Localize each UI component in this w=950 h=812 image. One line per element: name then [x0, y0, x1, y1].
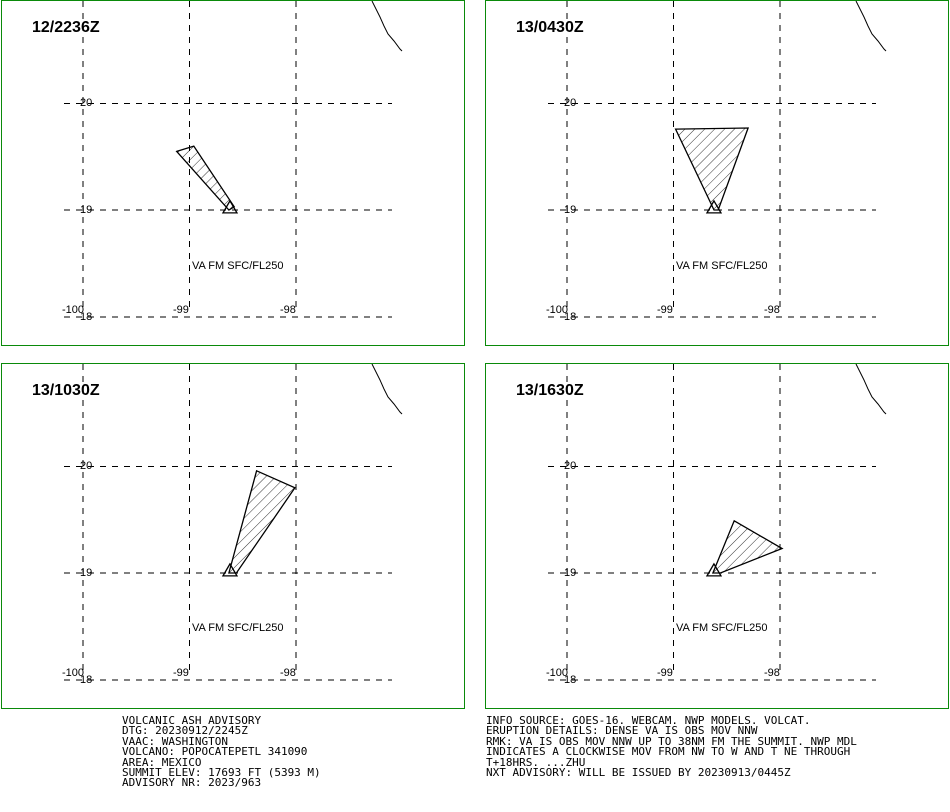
- volcano-marker: [705, 562, 723, 577]
- advisory-info-source: INFO SOURCE: GOES-16. WEBCAM. NWP MODELS…: [486, 714, 811, 727]
- lon-label-98: -98: [280, 304, 296, 316]
- ash-cloud-polygon: [711, 519, 784, 574]
- flight-level-label-3: VA FM SFC/FL250: [192, 622, 284, 634]
- lat-label-20: 20: [564, 97, 577, 109]
- lat-label-19: 19: [564, 567, 577, 579]
- advisory-summit-elev: SUMMIT ELEV: 17693 FT (5393 M): [122, 766, 321, 780]
- lon-label-100: -100: [62, 667, 85, 679]
- lon-label-98: -98: [764, 667, 780, 679]
- lat-label-20: 20: [80, 460, 93, 472]
- ash-cloud-polygon: [175, 145, 236, 211]
- lon-label-100: -100: [62, 304, 85, 316]
- map-graphic-3: [64, 364, 403, 681]
- lat-label-19: 19: [564, 204, 577, 216]
- lon-label-100: -100: [546, 667, 569, 679]
- advisory-vaac: VAAC: WASHINGTON: [122, 734, 228, 748]
- flight-level-label-1: VA FM SFC/FL250: [192, 260, 284, 272]
- lat-label-18: 18: [564, 311, 577, 323]
- flight-level-label-4: VA FM SFC/FL250: [676, 622, 768, 634]
- lat-label-20: 20: [80, 97, 93, 109]
- ash-cloud-polygon: [674, 127, 750, 211]
- volcano-marker: [705, 199, 723, 214]
- map-panel-3: 13/1030Z 20 19 18 -100 -99 -98 VA FM SFC…: [1, 363, 465, 709]
- lon-label-99: -99: [173, 304, 189, 316]
- lon-label-99: -99: [657, 304, 673, 316]
- advisory-eruption-details: ERUPTION DETAILS: DENSE VA IS OBS MOV NN…: [486, 724, 758, 738]
- advisory-remark-1: RMK: VA IS OBS MOV NNW UP TO 38NM FM THE…: [486, 734, 857, 748]
- advisory-volcano: VOLCANO: POPOCATEPETL 341090: [122, 745, 308, 759]
- advisory-title: VOLCANIC ASH ADVISORY: [122, 714, 262, 727]
- advisory-dtg: DTG: 20230912/2245Z: [122, 724, 248, 738]
- advisory-next: NXT ADVISORY: WILL BE ISSUED BY 20230913…: [486, 766, 791, 780]
- coastline: [855, 1, 887, 52]
- lon-label-100: -100: [546, 304, 569, 316]
- panel-time-1: 12/2236Z: [32, 19, 100, 36]
- panel-time-4: 13/1630Z: [516, 382, 584, 399]
- map-panel-4: 13/1630Z 20 19 18 -100 -99 -98 VA FM SFC…: [485, 363, 949, 709]
- lat-label-19: 19: [80, 204, 93, 216]
- advisory-right-block: INFO SOURCE: GOES-16. WEBCAM. NWP MODELS…: [486, 714, 857, 780]
- map-graphic-4: [548, 364, 887, 681]
- lat-label-18: 18: [564, 674, 577, 686]
- panel-time-2: 13/0430Z: [516, 19, 584, 36]
- coastline: [371, 364, 403, 415]
- map-panel-1: 12/2236Z 20 19 18 -100 -99 -98 VA FM SFC…: [1, 0, 465, 346]
- advisory-area: AREA: MEXICO: [122, 755, 202, 769]
- lat-label-18: 18: [80, 674, 93, 686]
- lat-label-20: 20: [564, 460, 577, 472]
- advisory-remark-3: T+18HRS. ...ZHU: [486, 755, 586, 769]
- ash-cloud-polygon: [228, 469, 296, 574]
- map-graphic-1: [64, 1, 403, 318]
- map-panel-2: 13/0430Z 20 19 18 -100 -99 -98 VA FM SFC…: [485, 0, 949, 346]
- lat-label-19: 19: [80, 567, 93, 579]
- lon-label-98: -98: [764, 304, 780, 316]
- advisory-remark-2: INDICATES A CLOCKWISE MOV FROM NW TO W A…: [486, 745, 851, 759]
- coastline: [371, 1, 403, 52]
- lon-label-98: -98: [280, 667, 296, 679]
- advisory-left-block: VOLCANIC ASH ADVISORY DTG: 20230912/2245…: [122, 714, 321, 790]
- volcano-marker: [221, 562, 239, 577]
- advisory-number: ADVISORY NR: 2023/963: [122, 776, 262, 790]
- map-graphic-2: [548, 1, 887, 318]
- volcano-marker: [221, 199, 239, 214]
- flight-level-label-2: VA FM SFC/FL250: [676, 260, 768, 272]
- lat-label-18: 18: [80, 311, 93, 323]
- panel-time-3: 13/1030Z: [32, 382, 100, 399]
- coastline: [855, 364, 887, 415]
- lon-label-99: -99: [657, 667, 673, 679]
- lon-label-99: -99: [173, 667, 189, 679]
